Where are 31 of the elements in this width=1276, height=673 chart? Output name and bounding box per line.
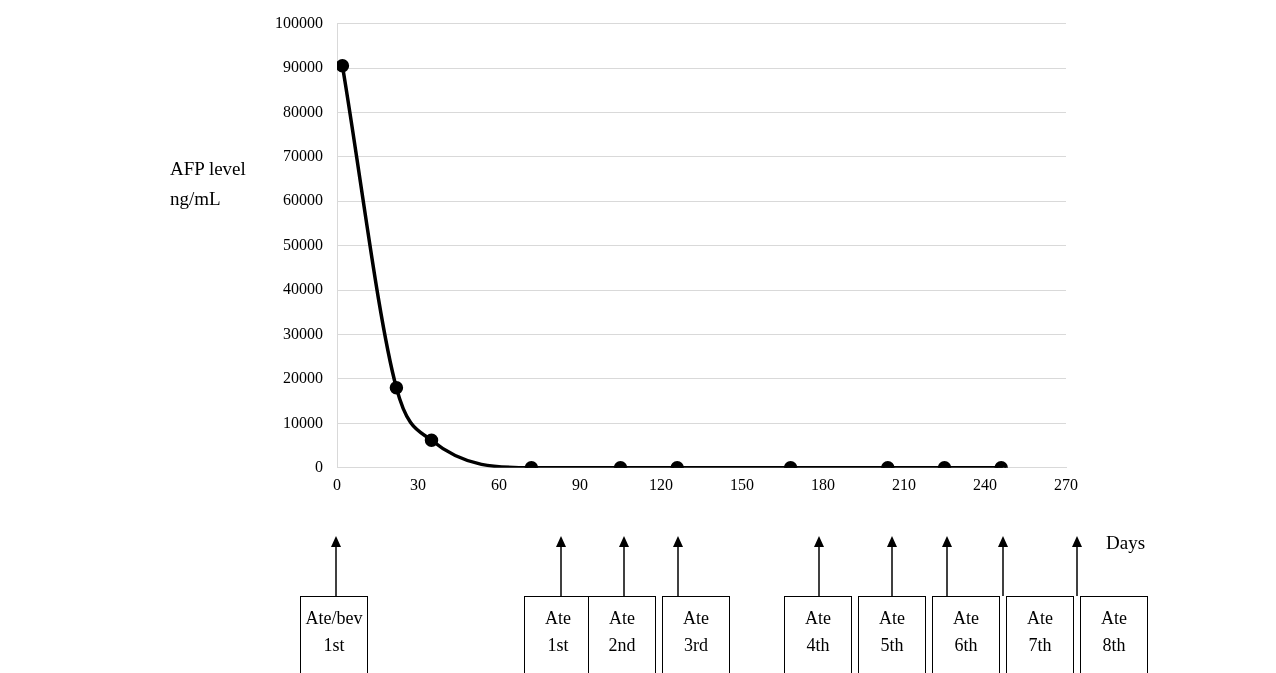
x-tick-label: 210	[892, 475, 916, 493]
x-tick-label: 270	[1054, 475, 1078, 493]
y-tick-label: 10000	[283, 413, 323, 431]
x-tick-label: 120	[649, 475, 673, 493]
label-box: Ate/bev 1st	[300, 596, 368, 673]
y-tick-label: 0	[315, 458, 323, 475]
label-box: Ate 7th	[1006, 596, 1074, 673]
y-tick-label: 60000	[283, 191, 323, 209]
x-tick-label: 180	[811, 475, 835, 493]
label-box: Ate 5th	[858, 596, 926, 673]
label-box: Ate 4th	[784, 596, 852, 673]
label-box: Ate 2nd	[588, 596, 656, 673]
x-axis-title: Days	[1106, 532, 1146, 554]
label-box: Ate 6th	[932, 596, 1000, 673]
y-tick-label: 80000	[283, 102, 323, 120]
y-tick-label: 30000	[283, 324, 323, 342]
y-axis-title: AFP level ng/mL	[170, 157, 246, 209]
x-tick-label: 0	[333, 475, 341, 493]
x-tick-label: 240	[973, 475, 997, 493]
x-tick-label: 90	[572, 475, 588, 493]
y-tick-label: 20000	[283, 369, 323, 387]
label-box: Ate 3rd	[662, 596, 730, 673]
y-tick-label: 100000	[275, 13, 323, 31]
label-box: Ate 8th	[1080, 596, 1148, 673]
y-tick-label: 50000	[283, 235, 323, 253]
y-tick-label: 70000	[283, 147, 323, 165]
y-tick-label: 90000	[283, 58, 323, 76]
x-tick-label: 150	[730, 475, 754, 493]
x-tick-label: 30	[410, 475, 426, 493]
y-tick-label: 40000	[283, 280, 323, 298]
x-tick-label: 60	[491, 475, 507, 493]
